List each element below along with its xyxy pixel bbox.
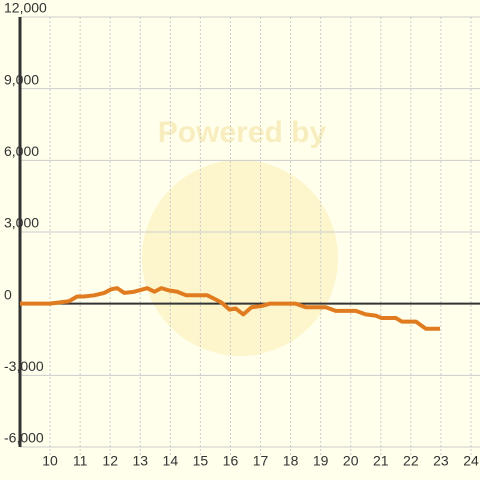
watermark-logo [142, 160, 338, 356]
y-tick-label: 6,000 [4, 143, 39, 159]
y-tick-label: 0 [4, 286, 12, 302]
y-tick-label: 3,000 [4, 215, 39, 231]
x-tick-label: 14 [163, 453, 179, 469]
y-tick-label: 12,000 [4, 0, 47, 16]
x-tick-label: 13 [132, 453, 148, 469]
y-tick-label: -6,000 [4, 430, 44, 446]
x-tick-label: 18 [283, 453, 299, 469]
y-tick-label: 9,000 [4, 71, 39, 87]
x-tick-label: 16 [223, 453, 239, 469]
x-tick-label: 11 [73, 453, 88, 469]
line [20, 286, 441, 331]
x-tick-label: 22 [403, 453, 419, 469]
x-tick-label: 12 [102, 453, 118, 469]
x-tick-label: 24 [463, 453, 479, 469]
x-tick-label: 20 [343, 453, 359, 469]
x-tick-label: 10 [42, 453, 58, 469]
x-tick-label: 21 [373, 453, 389, 469]
watermark: Powered by [158, 116, 327, 149]
x-tick-label: 19 [313, 453, 329, 469]
x-tick-label: 23 [433, 453, 449, 469]
x-tick-label: 17 [253, 453, 269, 469]
x-tick-label: 15 [193, 453, 209, 469]
y-tick-label: -3,000 [4, 358, 44, 374]
